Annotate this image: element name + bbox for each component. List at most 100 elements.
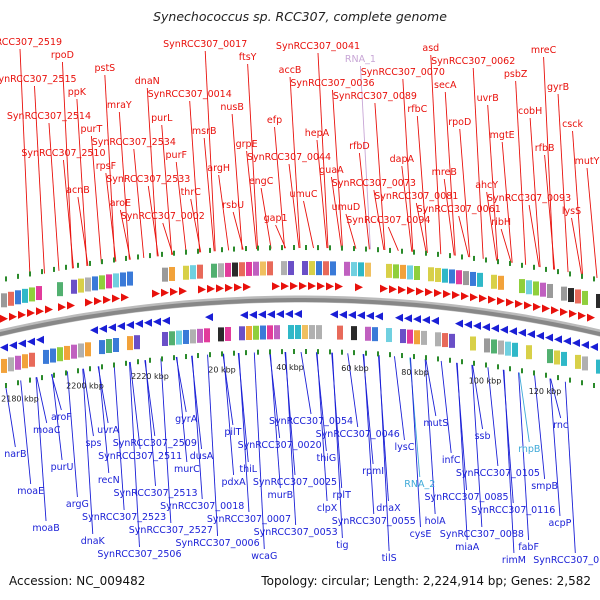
gene-label: secA	[434, 80, 457, 91]
forward-cog-block	[218, 263, 224, 278]
outer-tick	[485, 257, 487, 263]
forward-gene-arrow	[452, 291, 460, 300]
inner-tick	[341, 349, 343, 355]
inner-tick	[581, 380, 583, 386]
reverse-gene-arrow	[509, 327, 517, 336]
forward-gene-arrow	[389, 285, 397, 294]
reverse-gene-arrow	[563, 337, 571, 346]
reverse-cog-block	[64, 345, 70, 360]
reverse-cog-block	[43, 349, 49, 364]
outer-tick	[581, 273, 583, 279]
gene-label: SynRCC307_2519	[0, 37, 62, 48]
gene-label: purU	[51, 462, 74, 473]
reverse-gene-arrow	[482, 323, 490, 332]
outer-tick	[329, 245, 331, 251]
connector-line	[332, 89, 343, 249]
reverse-gene-arrow	[404, 314, 412, 323]
connector-line	[247, 63, 259, 250]
outer-tick	[161, 251, 163, 257]
connector-line	[518, 372, 530, 443]
connector-line	[345, 213, 357, 249]
connector-line	[48, 122, 60, 271]
gene-label: pdxA	[222, 477, 247, 488]
gene-label: umuC	[290, 189, 318, 200]
reverse-cog-block	[316, 325, 322, 340]
forward-cog-block	[232, 262, 238, 277]
outer-tick	[497, 259, 499, 265]
gene-label: acpP	[549, 518, 572, 529]
reverse-cog-block	[561, 351, 567, 366]
forward-cog-block	[106, 274, 112, 289]
forward-gene-arrow	[533, 302, 541, 311]
forward-gene-arrow	[317, 282, 325, 291]
reverse-gene-arrow	[422, 316, 430, 324]
connector-line	[274, 126, 285, 249]
inner-tick	[593, 383, 595, 389]
outer-tick	[233, 246, 235, 252]
gene-label: gap1	[264, 213, 288, 224]
reverse-cog-block	[71, 344, 77, 359]
connector-line	[572, 130, 583, 275]
reverse-cog-block	[449, 333, 455, 348]
inner-tick	[401, 353, 403, 359]
map-title: Synechococcus sp. RCC307, complete genom…	[153, 9, 447, 24]
connector-line	[76, 98, 88, 267]
gene-label: SynRCC307_0105	[456, 468, 540, 479]
forward-cog-block	[85, 277, 91, 292]
forward-gene-arrow	[179, 287, 187, 296]
inner-tick	[173, 355, 175, 361]
gene-label: SynRCC307_2523	[82, 512, 166, 523]
forward-gene-arrow	[152, 289, 160, 298]
connector-line	[253, 352, 265, 550]
gene-label: SynRCC307_0061	[417, 204, 501, 215]
forward-gene-arrow	[587, 313, 595, 322]
reverse-gene-arrow	[36, 335, 44, 344]
connector-line	[34, 85, 45, 274]
outer-tick	[209, 247, 211, 253]
forward-cog-block	[400, 264, 406, 279]
scale-label: 60 kbp	[341, 364, 369, 373]
gene-label: mutY	[575, 156, 600, 167]
gene-label: accB	[279, 65, 302, 76]
inner-tick	[125, 360, 127, 366]
genome-summary-text: Topology: circular; Length: 2,224,914 bp…	[261, 574, 591, 588]
connector-line	[61, 61, 73, 269]
outer-tick	[185, 249, 187, 255]
reverse-cog-block	[309, 325, 315, 340]
inner-tick	[521, 368, 523, 374]
reverse-cog-block	[365, 326, 371, 341]
genome-rings: 2180 kbp 2200 kbp 2220 kbp 20 kbp 40 kbp 60 k…	[0, 245, 600, 403]
connector-line	[402, 78, 414, 252]
reverse-gene-arrow	[395, 313, 403, 322]
reverse-gene-arrow	[294, 310, 302, 319]
gene-label: rplT	[333, 490, 352, 501]
forward-gene-arrow	[121, 293, 129, 302]
reverse-gene-arrow	[285, 310, 293, 319]
forward-gene-arrow	[0, 314, 8, 323]
gene-label: SynRCC307_0085	[424, 492, 508, 503]
connector-line	[416, 115, 428, 253]
outer-tick	[197, 248, 199, 254]
outer-tick	[437, 251, 439, 257]
outer-tick	[461, 254, 463, 260]
reverse-cog-block	[302, 325, 308, 340]
reverse-cog-block	[582, 356, 588, 371]
reverse-cog-block	[127, 336, 133, 351]
forward-gene-arrow	[85, 298, 93, 307]
connector-line	[118, 111, 130, 260]
connector-line	[98, 366, 110, 474]
connector-line	[528, 204, 540, 268]
gene-label: aroE	[110, 198, 131, 209]
forward-cog-block	[442, 268, 448, 283]
forward-gene-arrow	[290, 282, 298, 291]
reverse-cog-block	[50, 348, 56, 363]
gene-label: asd	[422, 43, 439, 54]
connector-line	[113, 364, 125, 511]
reverse-gene-arrow	[366, 311, 374, 320]
gene-label: psbZ	[504, 69, 528, 80]
reverse-gene-arrow	[431, 316, 439, 325]
gene-label: ribH	[491, 217, 511, 228]
gene-label: SynRCC307_0046	[316, 429, 400, 440]
scale-label: 2180 kbp	[1, 394, 39, 403]
outer-tick	[533, 264, 535, 270]
